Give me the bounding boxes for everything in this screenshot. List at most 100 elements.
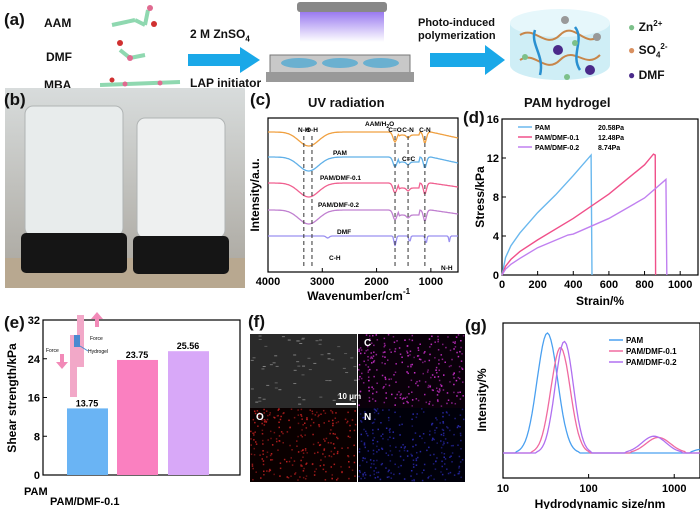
texture-dot	[328, 455, 331, 457]
texture-dot	[369, 357, 372, 360]
texture-dot	[286, 431, 289, 433]
texture-dot	[459, 398, 462, 400]
texture-dot	[422, 433, 425, 435]
texture-dot	[384, 344, 386, 347]
texture-dot	[369, 459, 372, 461]
texture-dot	[293, 354, 297, 356]
texture-dot	[460, 439, 462, 442]
panel-label-f: (f)	[248, 312, 265, 331]
texture-dot	[354, 475, 356, 477]
texture-dot	[373, 344, 375, 347]
texture-dot	[373, 411, 376, 414]
x-tick-label: 600	[600, 279, 618, 291]
axes-frame	[502, 322, 700, 479]
texture-dot	[460, 448, 462, 450]
texture-dot	[263, 424, 266, 426]
texture-dot	[286, 476, 289, 478]
texture-dot	[390, 472, 392, 474]
texture-dot	[250, 453, 253, 456]
texture-dot	[418, 380, 421, 382]
texture-dot	[380, 421, 382, 424]
y-tick-label: 16	[487, 114, 499, 126]
texture-dot	[390, 378, 393, 380]
texture-dot	[436, 457, 438, 459]
texture-dot	[440, 471, 442, 473]
texture-dot	[322, 409, 325, 412]
texture-dot	[266, 456, 268, 458]
texture-dot	[297, 435, 299, 438]
texture-dot	[304, 478, 307, 480]
texture-dot	[330, 409, 332, 412]
texture-dot	[423, 352, 425, 354]
texture-dot	[269, 454, 272, 457]
texture-dot	[402, 402, 405, 405]
texture-dot	[415, 464, 418, 466]
texture-dot	[370, 342, 373, 344]
texture-dot	[388, 419, 390, 422]
texture-dot	[383, 386, 385, 388]
texture-dot	[391, 454, 393, 456]
texture-dot	[269, 364, 273, 366]
texture-dot	[401, 423, 403, 426]
texture-dot	[426, 449, 428, 452]
texture-dot	[387, 416, 390, 419]
texture-dot	[373, 421, 375, 424]
texture-dot	[377, 428, 379, 431]
texture-dot	[342, 367, 346, 369]
texture-dot	[442, 422, 445, 424]
texture-dot	[325, 437, 328, 440]
texture-dot	[365, 364, 367, 366]
texture-dot	[407, 365, 409, 368]
texture-dot	[278, 426, 280, 429]
texture-dot	[261, 429, 264, 432]
texture-dot	[278, 435, 281, 437]
texture-dot	[330, 442, 332, 444]
texture-dot	[459, 350, 461, 353]
texture-dot	[250, 388, 254, 390]
texture-dot	[460, 360, 463, 362]
texture-dot	[278, 389, 282, 391]
bar-value-label: 23.75	[126, 350, 149, 360]
texture-dot	[349, 429, 351, 432]
texture-dot	[421, 408, 423, 410]
texture-dot	[266, 418, 269, 421]
texture-dot	[408, 393, 410, 395]
texture-dot	[367, 359, 369, 361]
texture-dot	[393, 341, 396, 344]
texture-dot	[332, 399, 336, 401]
texture-dot	[375, 353, 378, 356]
texture-dot	[317, 415, 319, 418]
texture-dot	[358, 404, 360, 406]
texture-dot	[413, 372, 416, 374]
texture-dot	[282, 441, 284, 444]
texture-dot	[372, 334, 374, 337]
texture-dot	[438, 359, 440, 361]
texture-dot	[253, 434, 255, 436]
stress-strain-line	[501, 177, 668, 276]
texture-dot	[286, 460, 288, 463]
texture-dot	[314, 414, 317, 416]
texture-dot	[313, 474, 316, 476]
bar	[117, 359, 158, 475]
texture-dot	[367, 355, 369, 358]
texture-dot	[381, 448, 384, 450]
texture-dot	[330, 466, 333, 468]
texture-dot	[462, 395, 464, 397]
texture-dot	[300, 459, 302, 462]
texture-dot	[460, 339, 462, 342]
texture-dot	[407, 386, 410, 388]
texture-dot	[401, 361, 403, 364]
texture-dot	[311, 410, 314, 413]
texture-dot	[361, 459, 364, 462]
texture-dot	[376, 382, 378, 385]
texture-dot	[431, 335, 433, 338]
texture-dot	[404, 397, 407, 400]
texture-dot	[439, 422, 441, 424]
texture-dot	[434, 429, 436, 432]
y-axis-label: Stress/kPa	[473, 166, 487, 228]
texture-dot	[408, 338, 411, 341]
texture-dot	[451, 452, 454, 454]
texture-dot	[417, 384, 419, 387]
texture-dot	[349, 424, 351, 427]
x-tick-label: 800	[635, 279, 653, 291]
